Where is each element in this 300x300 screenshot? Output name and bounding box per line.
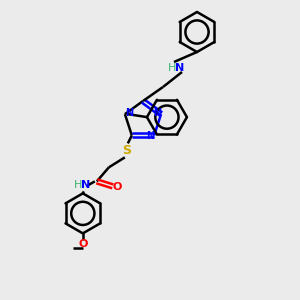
Text: N: N [176, 63, 184, 73]
Text: N: N [81, 180, 91, 190]
Text: O: O [112, 182, 122, 192]
Text: N: N [125, 108, 133, 118]
Text: S: S [122, 144, 131, 157]
Text: O: O [78, 239, 88, 249]
Text: H: H [168, 63, 176, 73]
Text: H: H [74, 180, 82, 190]
Text: N: N [153, 108, 161, 118]
Text: N: N [146, 131, 154, 141]
